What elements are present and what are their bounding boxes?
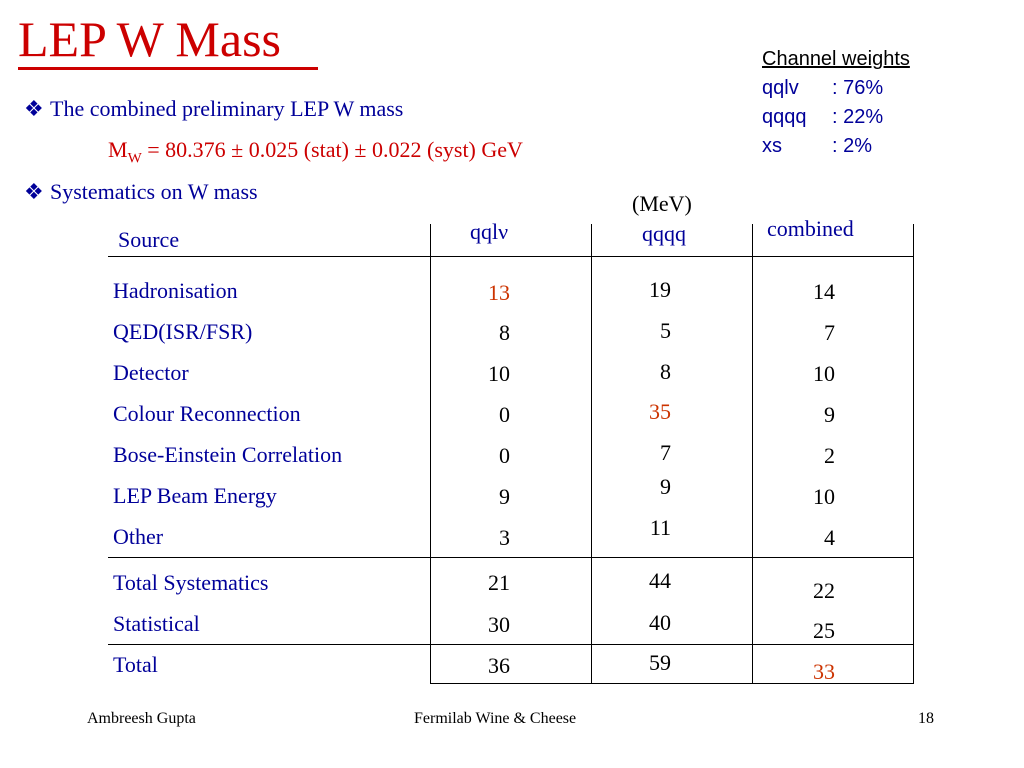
source-statistical: Statistical	[113, 611, 200, 636]
footer-author: Ambreesh Gupta	[87, 710, 196, 727]
bullet-systematics: ❖ Systematics on W mass	[24, 179, 258, 205]
combined-hadronisation: 14	[813, 279, 835, 304]
combined-detector: 10	[813, 361, 835, 386]
weight-row: qqqq : 22%	[762, 103, 910, 132]
header-source: Source	[118, 227, 180, 252]
units-label: (MeV)	[632, 191, 692, 216]
combined-total-systematics: 22	[813, 578, 835, 603]
header-qqqq: qqqq	[642, 221, 686, 246]
channel-weights-heading: Channel weights	[762, 48, 910, 70]
qqqq-beam-energy: 9	[660, 474, 671, 499]
combined-statistical: 25	[813, 618, 835, 643]
bullet-text: The combined preliminary LEP W mass	[50, 96, 404, 121]
bullet-combined-mass: ❖ The combined preliminary LEP W mass	[24, 96, 403, 122]
header-qqlv: qqlν	[470, 219, 509, 244]
formula-value: = 80.376 ± 0.025 (stat) ± 0.022 (syst) G…	[141, 137, 523, 162]
column-divider	[591, 224, 592, 684]
slide-title: LEP W Mass	[18, 11, 281, 67]
combined-bose-einstein: 2	[824, 443, 835, 468]
formula-symbol: M	[108, 137, 128, 162]
qqqq-statistical: 40	[649, 610, 671, 635]
formula-subscript: W	[127, 150, 142, 167]
qqlv-total-systematics: 21	[488, 570, 510, 595]
title-underline	[18, 67, 318, 70]
weight-value: : 76%	[832, 77, 884, 99]
table-rule	[430, 683, 914, 684]
source-hadronisation: Hadronisation	[113, 278, 238, 303]
weight-row: xs : 2%	[762, 132, 910, 161]
footer-page-number: 18	[918, 710, 934, 727]
column-divider	[752, 224, 753, 684]
source-bose-einstein: Bose-Einstein Correlation	[113, 442, 343, 467]
qqqq-colour-reconnection: 35	[649, 399, 671, 424]
source-total-systematics: Total Systematics	[113, 570, 269, 595]
qqqq-other: 11	[649, 515, 671, 540]
qqqq-hadronisation: 19	[649, 277, 671, 302]
qqlv-colour-reconnection: 0	[499, 402, 510, 427]
source-other: Other	[113, 524, 164, 549]
qqqq-bose-einstein: 7	[660, 440, 671, 465]
column-divider	[913, 224, 914, 684]
weight-row: qqlv : 76%	[762, 74, 910, 103]
source-qed: QED(ISR/FSR)	[113, 319, 253, 344]
channel-weights: Channel weights qqlv : 76% qqqq : 22% xs : …	[762, 45, 910, 161]
combined-other: 4	[824, 525, 835, 550]
bullet-text: Systematics on W mass	[50, 179, 258, 204]
diamond-bullet-icon: ❖	[24, 179, 44, 204]
footer-event: Fermilab Wine & Cheese	[414, 710, 577, 727]
qqlv-bose-einstein: 0	[499, 443, 510, 468]
qqlv-beam-energy: 9	[499, 484, 510, 509]
qqqq-detector: 8	[660, 359, 671, 384]
source-colour-reconnection: Colour Reconnection	[113, 401, 301, 426]
qqlv-total: 36	[488, 653, 510, 678]
combined-qed: 7	[824, 320, 835, 345]
column-divider	[430, 224, 431, 684]
combined-total: 33	[813, 659, 835, 684]
weight-name: qqqq	[762, 106, 807, 128]
weight-value: : 22%	[832, 106, 884, 128]
combined-colour-reconnection: 9	[824, 402, 835, 427]
header-combined: combined	[767, 216, 854, 241]
qqlv-statistical: 30	[488, 612, 510, 637]
qqqq-total-systematics: 44	[649, 568, 671, 593]
table-rule	[108, 256, 914, 257]
w-mass-formula: MW = 80.376 ± 0.025 (stat) ± 0.022 (syst…	[108, 137, 523, 167]
qqlv-qed: 8	[499, 320, 510, 345]
table-rule	[108, 557, 914, 558]
source-detector: Detector	[113, 360, 189, 385]
qqlv-hadronisation: 13	[488, 280, 510, 305]
weight-name: xs	[762, 135, 782, 157]
diamond-bullet-icon: ❖	[24, 96, 44, 121]
combined-beam-energy: 10	[813, 484, 835, 509]
weight-name: qqlv	[762, 77, 799, 99]
qqlv-detector: 10	[488, 361, 510, 386]
source-beam-energy: LEP Beam Energy	[113, 483, 277, 508]
source-total: Total	[113, 652, 158, 677]
qqlv-other: 3	[499, 525, 510, 550]
weight-value: : 2%	[832, 135, 873, 157]
qqqq-qed: 5	[660, 318, 671, 343]
qqqq-total: 59	[649, 650, 671, 675]
table-rule	[108, 644, 914, 645]
